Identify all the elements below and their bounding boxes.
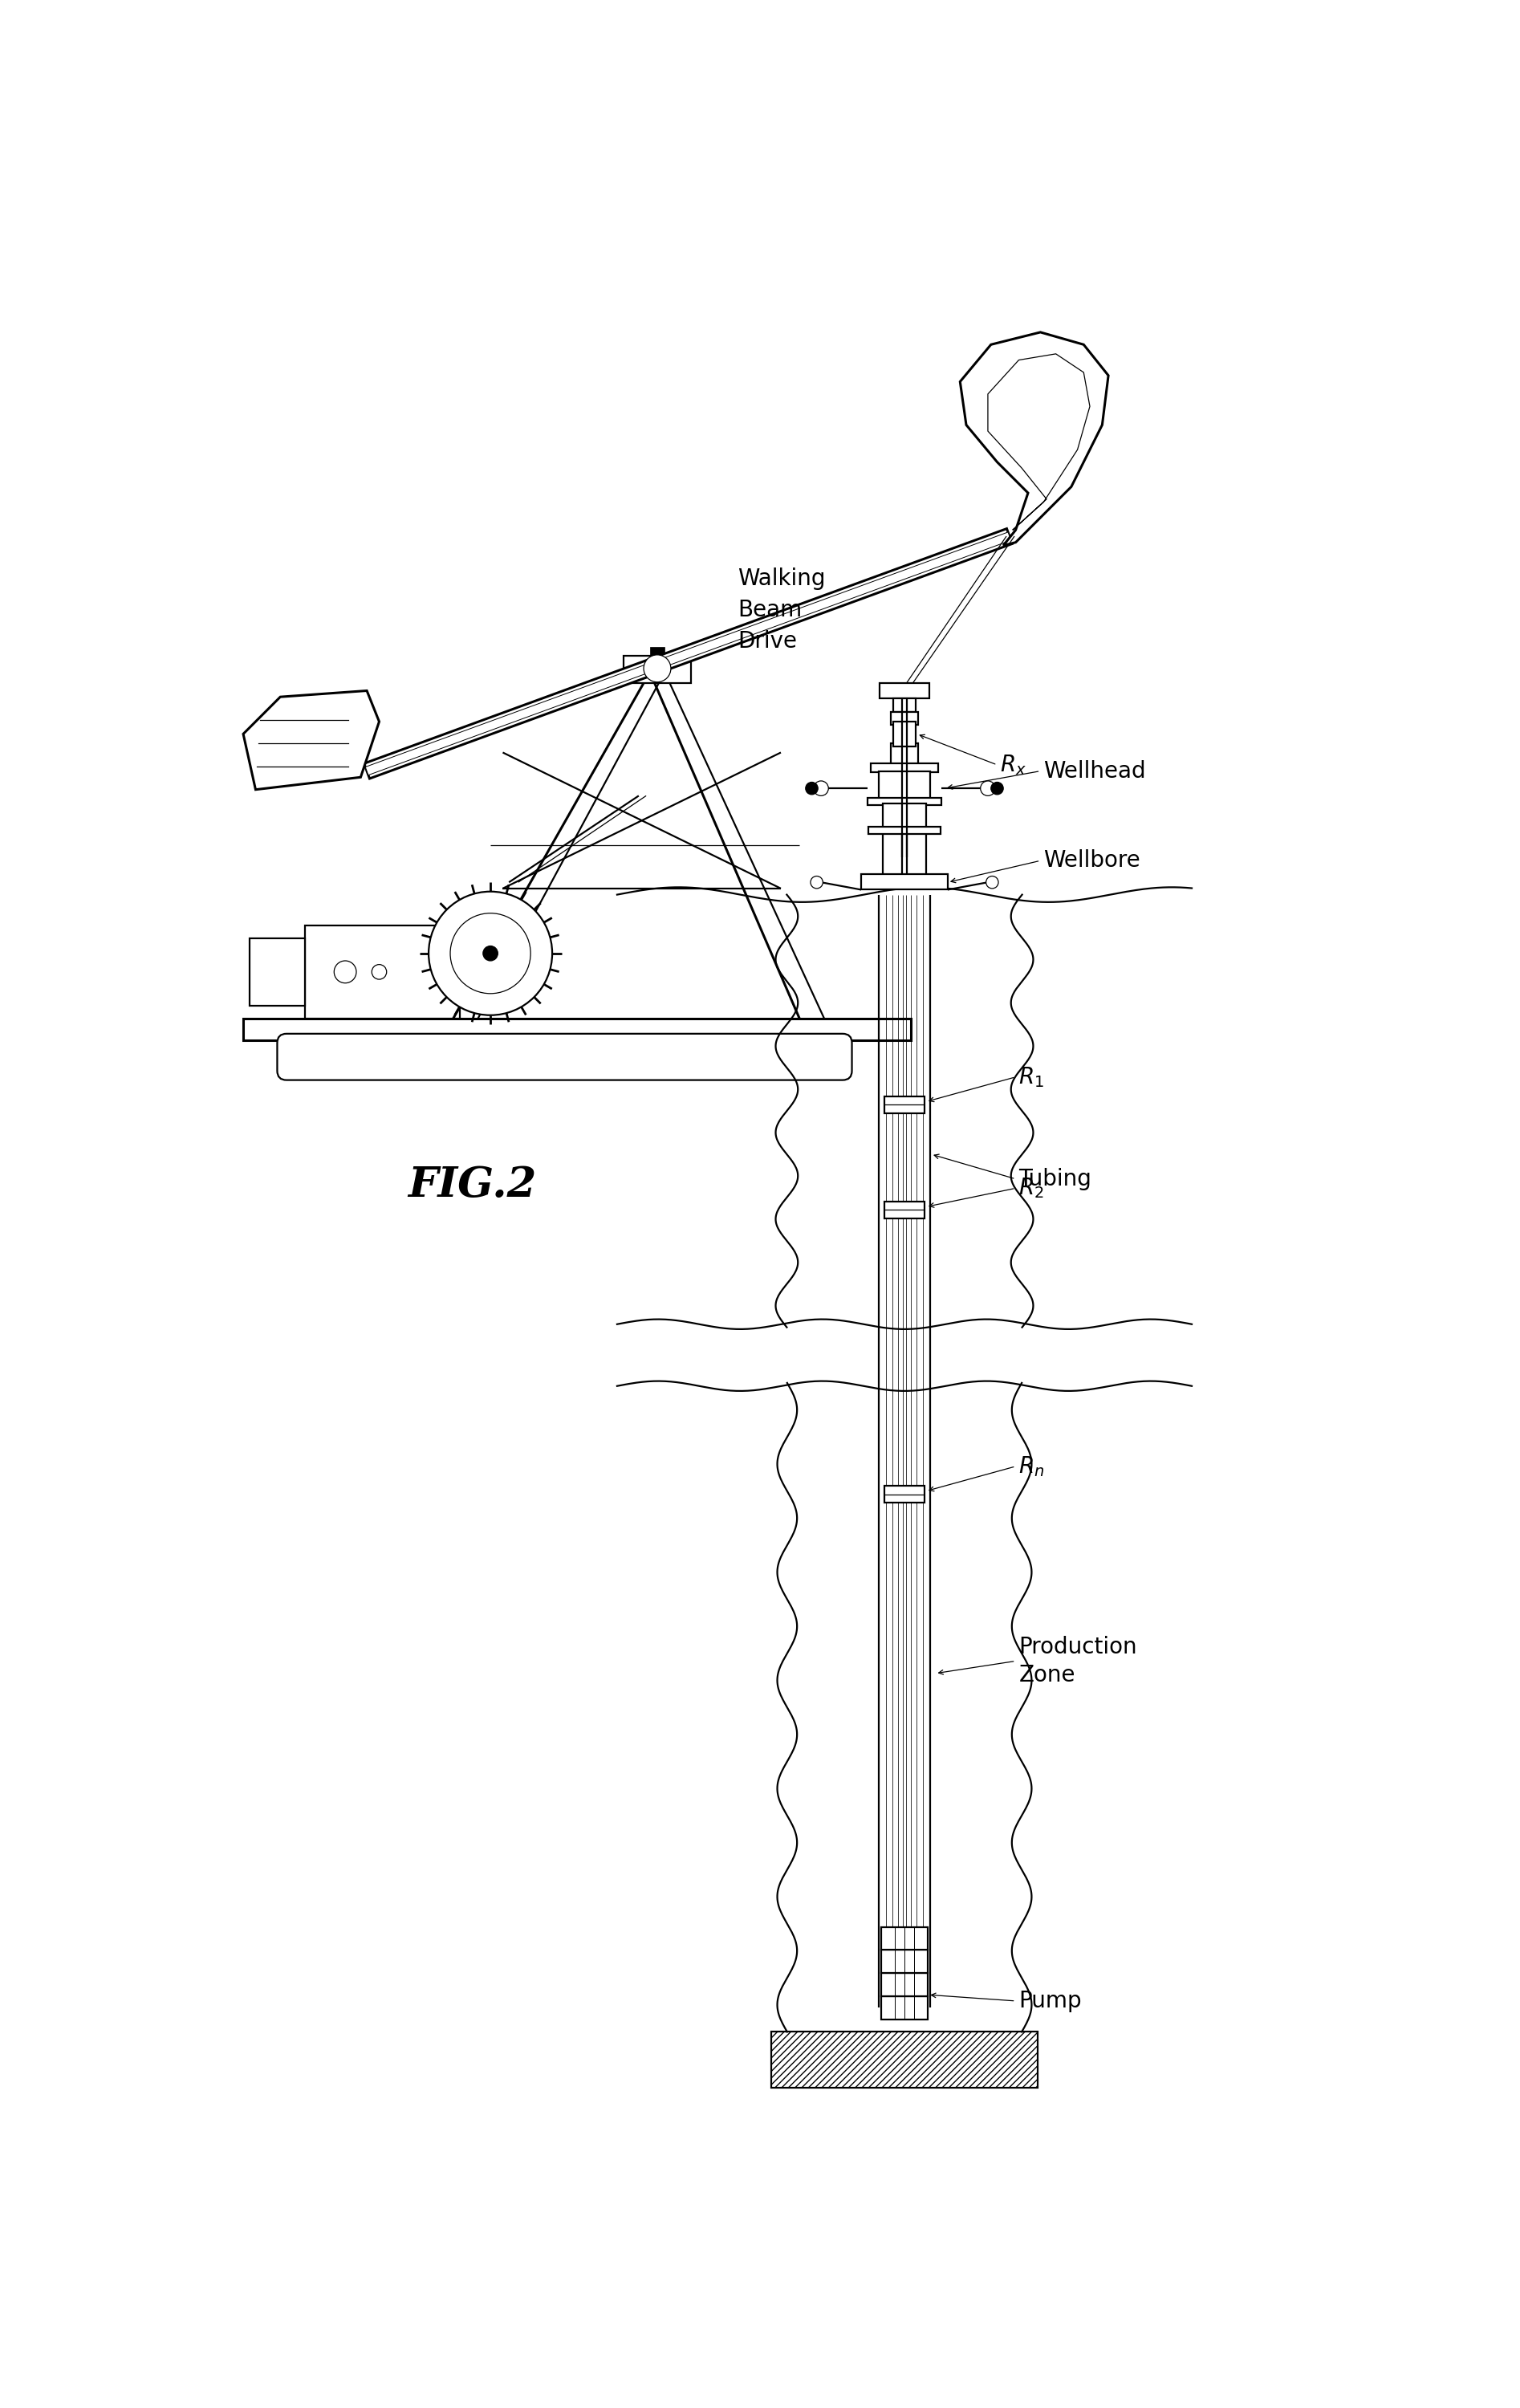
Bar [894, 722, 915, 746]
Polygon shape [961, 332, 1108, 547]
Text: Wellhead: Wellhead [1044, 761, 1146, 783]
Polygon shape [1011, 896, 1192, 1327]
Text: $R_1$: $R_1$ [1018, 1064, 1044, 1088]
Text: Pump: Pump [1018, 1989, 1082, 2013]
Circle shape [483, 946, 499, 961]
Bar [885, 1202, 924, 1218]
Polygon shape [243, 691, 378, 790]
Polygon shape [365, 530, 1012, 778]
Text: FIG.2: FIG.2 [407, 1165, 537, 1206]
Circle shape [810, 877, 822, 889]
Bar [306, 925, 459, 1019]
Polygon shape [617, 896, 798, 1327]
Text: $R_n$: $R_n$ [1018, 1454, 1044, 1479]
Circle shape [806, 783, 818, 795]
Polygon shape [988, 354, 1090, 530]
Text: Tubing: Tubing [1018, 1168, 1091, 1190]
Polygon shape [617, 1382, 796, 2032]
Bar [883, 804, 926, 831]
Bar [882, 1972, 927, 1996]
Bar [862, 874, 947, 889]
Circle shape [450, 913, 530, 995]
Text: Production
Zone: Production Zone [1018, 1635, 1137, 1686]
Bar [882, 1996, 927, 2020]
Circle shape [813, 780, 828, 795]
Bar [894, 698, 915, 713]
Polygon shape [772, 2032, 1037, 2088]
Bar [871, 763, 938, 773]
Bar [885, 1486, 924, 1503]
Bar [651, 648, 664, 655]
Bar [249, 939, 306, 1007]
FancyBboxPatch shape [277, 1033, 851, 1081]
Bar [880, 684, 929, 698]
Bar [879, 771, 930, 802]
Text: Wellbore: Wellbore [1044, 850, 1140, 872]
Circle shape [980, 780, 996, 795]
Bar [868, 826, 941, 833]
Bar [885, 1096, 924, 1112]
Circle shape [643, 655, 670, 681]
Bar [882, 1950, 927, 1972]
Bar [623, 655, 692, 684]
Text: $R_2$: $R_2$ [1018, 1175, 1044, 1199]
Circle shape [986, 877, 999, 889]
Circle shape [991, 783, 1003, 795]
Text: Walking
Beam
Drive: Walking Beam Drive [737, 568, 825, 653]
Bar [891, 744, 918, 766]
Polygon shape [365, 532, 1011, 775]
Bar [243, 1019, 910, 1040]
Bar [868, 797, 941, 804]
Polygon shape [1012, 1382, 1192, 2032]
Bar [891, 713, 918, 725]
Circle shape [429, 891, 552, 1016]
Circle shape [372, 966, 386, 980]
Bar [882, 1926, 927, 1950]
Text: $R_x$: $R_x$ [1000, 754, 1026, 778]
Circle shape [334, 961, 356, 982]
